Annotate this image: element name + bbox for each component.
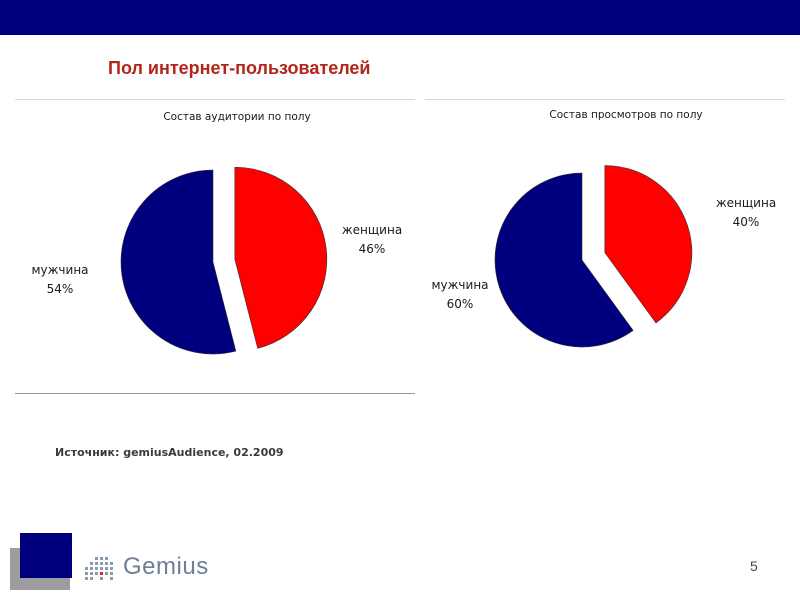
pie-slice-male [120,169,237,355]
chart-2-top-rule [425,99,785,100]
slice-label: мужчина [31,263,88,277]
gemius-logo-text: Gemius [123,553,209,580]
chart-title: Состав аудитории по полу [163,111,310,123]
slice-label: мужчина [431,278,488,292]
page-number: 5 [750,558,758,574]
pie-slice-male [494,172,634,348]
chart-1-bottom-rule [15,393,415,394]
slice-value-label: 40% [733,215,760,229]
slide-title: Пол интернет-пользователей [108,58,371,78]
chart-title: Состав просмотров по полу [549,109,702,121]
slice-value-label: 46% [359,242,386,256]
pie-slice-female [604,165,693,324]
gemius-logo: Gemius [83,551,213,587]
gemius-logo-icon [85,557,113,580]
source-note: Источник: gemiusAudience, 02.2009 [55,446,284,459]
top-bar [0,0,800,35]
audience-pie-chart: Состав аудитории по полу женщина 46% мужчин… [31,111,402,355]
slice-label: женщина [716,196,776,210]
slice-value-label: 60% [447,297,474,311]
slice-value-label: 54% [47,282,74,296]
views-pie-chart: Состав просмотров по полу женщина 40% мужчи… [431,109,776,348]
chart-1-top-rule [15,99,415,100]
pie-slice-female [234,166,328,349]
corner-decor-blue [20,533,72,578]
slice-label: женщина [342,223,402,237]
